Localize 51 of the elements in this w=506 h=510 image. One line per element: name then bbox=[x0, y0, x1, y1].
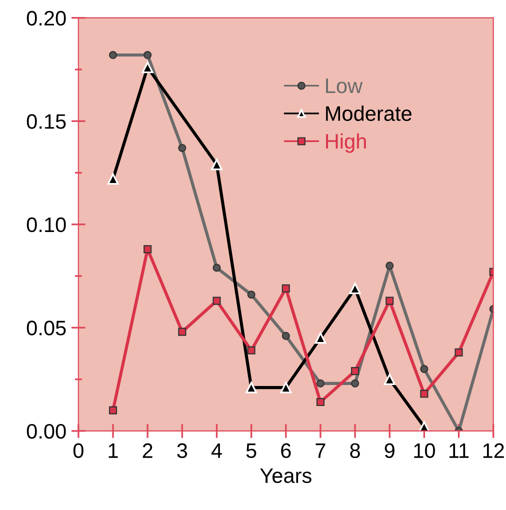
point bbox=[247, 346, 256, 354]
point bbox=[142, 62, 154, 74]
point bbox=[108, 406, 118, 414]
point bbox=[386, 262, 394, 270]
point bbox=[144, 51, 152, 60]
point bbox=[247, 290, 256, 299]
point bbox=[351, 379, 360, 388]
point bbox=[282, 332, 290, 340]
x-tick-label: 7 bbox=[316, 444, 326, 458]
y-tick-label: 0.00 bbox=[26, 424, 66, 439]
point bbox=[178, 144, 186, 152]
x-tick-label: 8 bbox=[350, 443, 360, 458]
point bbox=[454, 348, 463, 356]
point bbox=[282, 284, 290, 292]
point bbox=[386, 296, 394, 305]
point bbox=[349, 282, 361, 294]
point bbox=[107, 173, 119, 185]
legend-label: High bbox=[326, 133, 366, 153]
point bbox=[212, 264, 221, 272]
point bbox=[384, 374, 396, 386]
x-tick-label: 12 bbox=[483, 443, 504, 458]
x-axis-title: Years bbox=[260, 468, 312, 484]
point bbox=[246, 382, 258, 394]
x-tick-label: 1 bbox=[108, 444, 118, 458]
y-tick-label: 0.05 bbox=[26, 320, 66, 336]
point bbox=[314, 332, 326, 344]
point bbox=[316, 379, 324, 388]
x-tick-label: 2 bbox=[142, 443, 152, 458]
legend-label: Low bbox=[326, 78, 363, 94]
y-tick-label: 0.15 bbox=[26, 114, 66, 129]
y-tick-label: 0.20 bbox=[26, 10, 66, 26]
x-tick-label: 0 bbox=[73, 443, 84, 458]
point bbox=[108, 51, 118, 60]
point bbox=[211, 158, 222, 170]
y-tick-label: 0.10 bbox=[26, 217, 66, 232]
x-tick-label: 9 bbox=[384, 443, 394, 458]
point bbox=[420, 390, 428, 398]
x-tick-label: 3 bbox=[177, 443, 188, 458]
x-tick-label: 4 bbox=[211, 444, 222, 458]
point bbox=[351, 367, 360, 376]
point bbox=[212, 296, 221, 305]
point bbox=[420, 364, 428, 374]
x-tick-label: 6 bbox=[281, 443, 291, 458]
x-tick-label: 11 bbox=[450, 444, 469, 458]
legend-label: Moderate bbox=[326, 106, 412, 121]
point bbox=[178, 328, 186, 336]
point bbox=[144, 245, 152, 254]
x-tick-label: 5 bbox=[246, 444, 256, 458]
point bbox=[280, 382, 292, 394]
point bbox=[316, 398, 324, 406]
x-tick-label: 10 bbox=[414, 443, 435, 458]
